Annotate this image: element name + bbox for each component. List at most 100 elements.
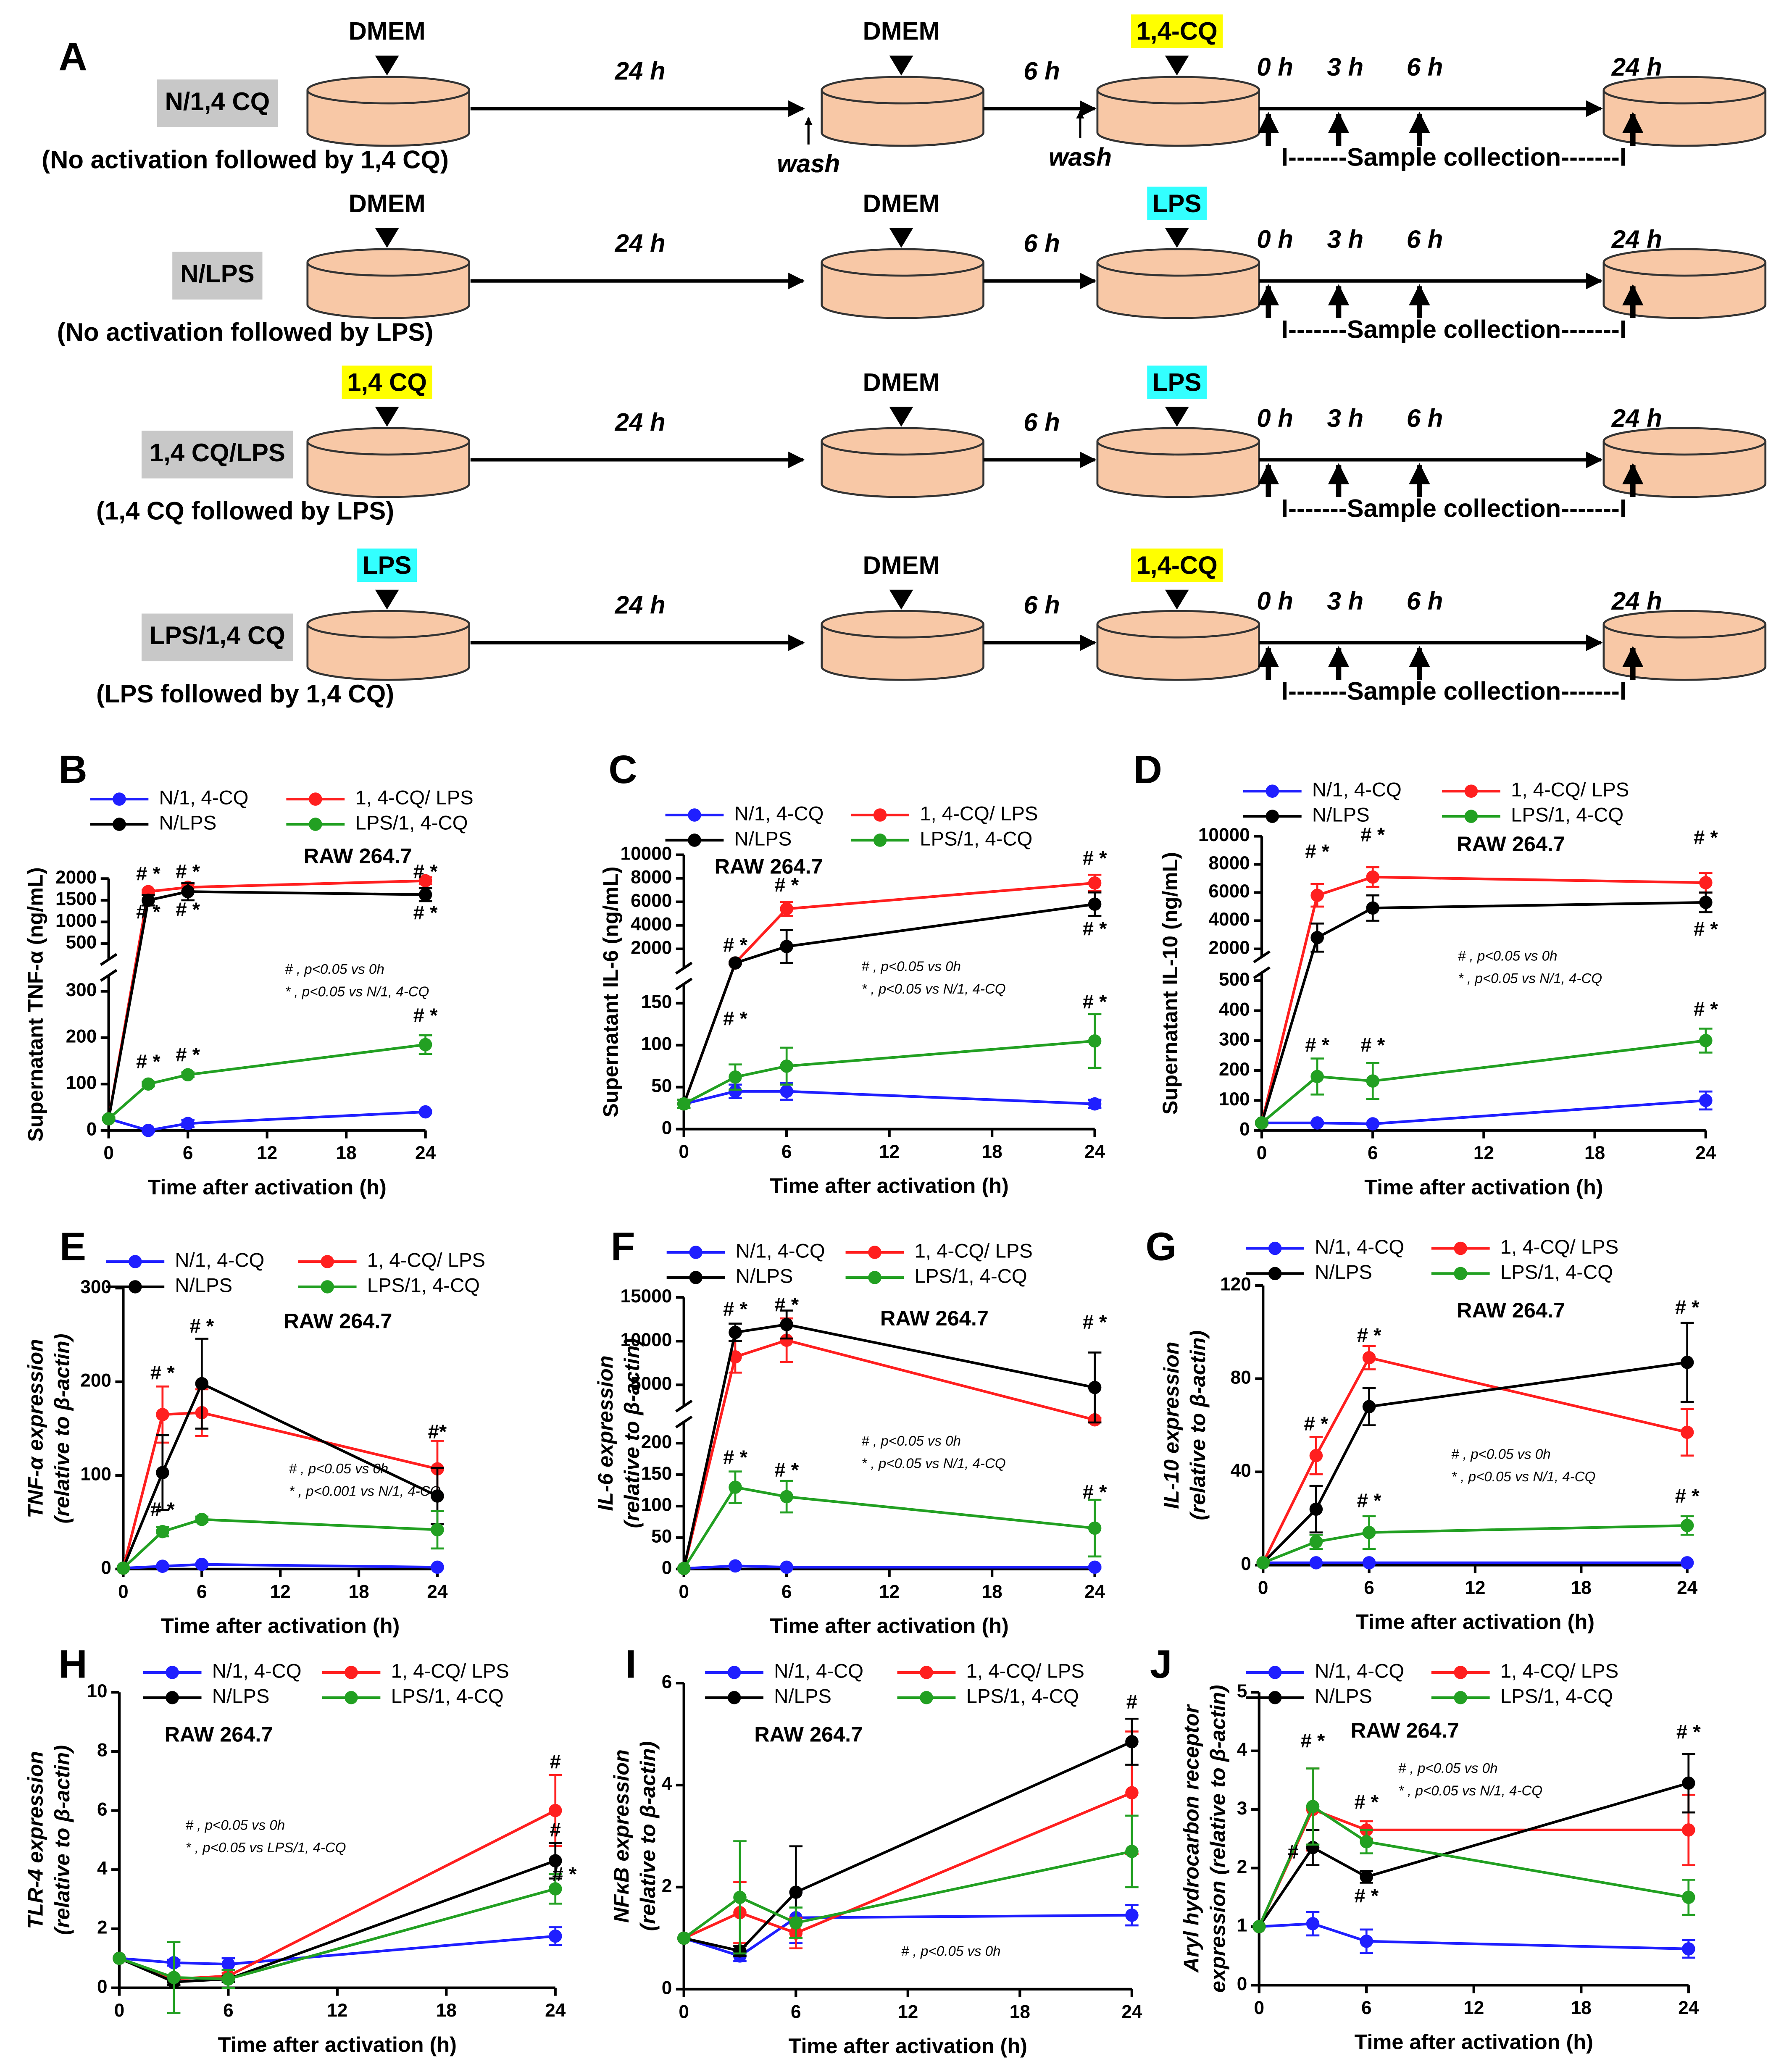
- legend-marker: [689, 1246, 703, 1259]
- legend-marker: [688, 808, 701, 822]
- reagent: 1,4-CQ: [1137, 551, 1218, 579]
- x-tick-label: 24: [1084, 1581, 1105, 1602]
- significance: # *: [1675, 1485, 1700, 1507]
- y-axis-label: (relative to β-actin): [636, 1741, 660, 1931]
- collection: I-------Sample collection-------I: [1281, 494, 1626, 522]
- y-tick-label: 1000: [55, 910, 97, 931]
- drop-marker: [889, 407, 913, 427]
- x-axis-label: Time after activation (h): [789, 2034, 1027, 2058]
- series-line: [1260, 876, 1706, 1123]
- panel-label: C: [608, 747, 637, 792]
- data-point: [418, 874, 432, 888]
- data-point: [1309, 1502, 1323, 1516]
- data-point: [418, 1105, 432, 1119]
- data-point: [548, 1929, 562, 1943]
- y-tick-label: 0: [662, 1558, 672, 1578]
- legend-marker: [321, 1280, 334, 1294]
- significance: # *: [150, 1499, 175, 1521]
- y-tick-label: 2000: [631, 937, 672, 958]
- y-tick-label: 2: [662, 1876, 672, 1896]
- data-point: [1088, 1034, 1102, 1048]
- significance: # *: [1694, 827, 1718, 849]
- legend-label: 1, 4-CQ/ LPS: [1500, 1236, 1618, 1258]
- row-label: LPS/1,4 CQ: [150, 621, 285, 649]
- y-tick-label: 0: [101, 1558, 111, 1578]
- dish: [306, 90, 471, 147]
- y-axis-label: IL-10 expression: [1159, 1341, 1183, 1509]
- y-axis-label: (relative to β-actin): [620, 1338, 644, 1528]
- time: 24 h: [1611, 225, 1662, 253]
- dish: [1096, 624, 1260, 681]
- row-description: (1,4 CQ followed by LPS): [96, 497, 394, 525]
- y-tick-label: 10: [87, 1681, 107, 1701]
- data-point: [789, 1885, 803, 1899]
- significance: #: [550, 1819, 561, 1841]
- reagent: 1,4 CQ: [347, 368, 427, 397]
- note: # , p<0.05 vs 0h: [861, 959, 961, 975]
- legend-label: 1, 4-CQ/ LPS: [966, 1660, 1084, 1682]
- series-line: [683, 1090, 1095, 1105]
- data-point: [1699, 1094, 1713, 1107]
- time: 6 h: [1407, 225, 1443, 253]
- note: * , p<0.05 vs N/1, 4-CQ: [1398, 1783, 1542, 1799]
- series-line: [1262, 1361, 1688, 1564]
- cell-label: RAW 264.7: [715, 855, 823, 878]
- data-point: [1309, 1556, 1323, 1570]
- wash: wash: [1049, 143, 1112, 171]
- x-tick-label: 12: [270, 1581, 291, 1602]
- x-axis-label: Time after activation (h): [1355, 2030, 1593, 2054]
- cell-label: RAW 264.7: [164, 1722, 273, 1746]
- y-tick-label: 2000: [55, 867, 97, 888]
- y-tick-label: 5000: [631, 1373, 672, 1394]
- dish-top: [1602, 610, 1767, 639]
- significance: # *: [774, 874, 799, 897]
- cell-label: RAW 264.7: [880, 1306, 989, 1330]
- data-point: [780, 1317, 793, 1331]
- data-point: [780, 902, 793, 916]
- x-tick-label: 18: [1584, 1143, 1605, 1163]
- y-tick-label: 100: [1219, 1089, 1250, 1110]
- y-tick-label: 400: [1219, 999, 1250, 1020]
- y-tick-label: 0: [662, 1978, 672, 1998]
- x-tick-label: 24: [545, 2000, 566, 2021]
- legend-label: N/LPS: [212, 1685, 270, 1707]
- data-point: [113, 1951, 126, 1965]
- data-point: [729, 1325, 742, 1339]
- drop-marker: [375, 55, 399, 76]
- x-tick-label: 18: [1571, 1998, 1592, 2018]
- x-tick-label: 12: [1463, 1998, 1484, 2018]
- row-description: (No activation followed by 1,4 CQ): [42, 146, 449, 174]
- series-line: [683, 1914, 1132, 1958]
- data-point: [729, 1070, 742, 1084]
- legend-marker: [113, 818, 126, 831]
- legend-label: LPS/1, 4-CQ: [1500, 1685, 1613, 1707]
- legend-label: LPS/1, 4-CQ: [915, 1265, 1027, 1287]
- data-point: [1255, 1116, 1268, 1130]
- data-point: [677, 1097, 691, 1111]
- y-tick-label: 5: [1237, 1681, 1247, 1701]
- significance: #: [1288, 1841, 1299, 1863]
- dish: [306, 624, 471, 681]
- series-line: [1259, 1922, 1689, 1951]
- x-tick-label: 6: [197, 1581, 207, 1602]
- dish-top: [821, 610, 984, 639]
- y-axis-label: (relative to β-actin): [50, 1334, 74, 1524]
- note: * , p<0.05 vs N/1, 4-CQ: [1451, 1469, 1595, 1485]
- x-tick-label: 24: [427, 1581, 448, 1602]
- legend-label: LPS/1, 4-CQ: [367, 1274, 480, 1296]
- data-point: [1680, 1356, 1694, 1369]
- cell-label: RAW 264.7: [1457, 832, 1565, 856]
- note: * , p<0.05 vs LPS/1, 4-CQ: [186, 1840, 346, 1856]
- x-tick-label: 6: [223, 2000, 234, 2021]
- data-point: [156, 1408, 169, 1421]
- legend-label: N/LPS: [774, 1685, 831, 1707]
- note: * , p<0.05 vs N/1, 4-CQ: [1458, 971, 1602, 986]
- legend-label: 1, 4-CQ/ LPS: [920, 802, 1038, 825]
- note: # , p<0.05 vs 0h: [1458, 948, 1558, 964]
- legend-marker: [868, 1271, 881, 1284]
- data-point: [1310, 931, 1324, 944]
- y-tick-label: 100: [66, 1073, 97, 1093]
- panel-label: F: [611, 1225, 635, 1269]
- y-tick-label: 0: [87, 1119, 97, 1139]
- x-tick-label: 6: [1368, 1143, 1378, 1163]
